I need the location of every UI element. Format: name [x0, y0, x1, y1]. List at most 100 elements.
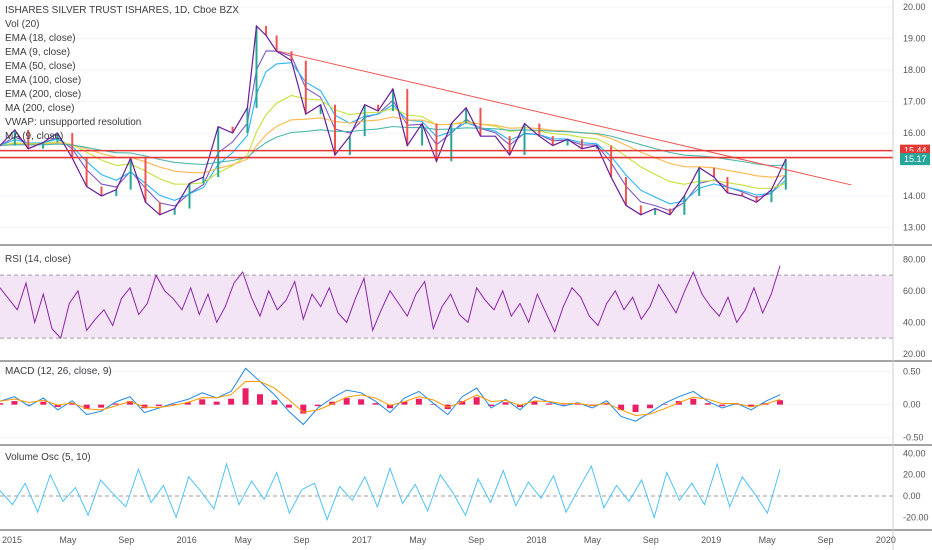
x-axis-tick: Sep: [468, 535, 484, 545]
macd-bar: [170, 404, 177, 405]
x-axis-tick: Sep: [817, 535, 833, 545]
x-axis-tick: 2016: [177, 535, 197, 545]
macd-bar: [40, 401, 47, 405]
rsi-title: RSI (14, close): [5, 254, 71, 265]
macd-bar: [733, 404, 740, 405]
volume-osc-y-tick: 40.00: [903, 448, 926, 458]
legend-entry: MA (9, close): [5, 131, 63, 142]
trendline: [278, 50, 852, 186]
legend-entry: EMA (100, close): [5, 75, 81, 86]
x-axis: 2015 May Sep 2016 May Sep 2017 May Sep 2018 May Sep…: [2, 535, 896, 545]
x-axis-tick: Sep: [118, 535, 134, 545]
legend-entry: EMA (200, close): [5, 89, 81, 100]
macd-bar: [300, 404, 307, 414]
rsi-band: [0, 274, 893, 339]
macd-bar: [574, 403, 581, 405]
x-axis-tick: May: [759, 535, 777, 545]
price-tag-bg: [900, 153, 930, 166]
macd-bar: [358, 399, 365, 405]
macd-bar: [502, 402, 509, 405]
macd-bar: [0, 403, 3, 405]
macd-bar: [257, 394, 263, 405]
macd-bar: [228, 398, 235, 405]
price-tag: 15.17: [904, 154, 927, 164]
price-panel-bg: [0, 0, 893, 244]
macd-title: MACD (12, 26, close, 9): [5, 366, 112, 377]
rsi-band-fill: [0, 275, 893, 339]
macd-bar: [545, 403, 552, 405]
macd-y-tick: -0.50: [903, 433, 924, 443]
macd-bar: [54, 404, 61, 408]
macd-bar: [704, 403, 711, 405]
macd-bar: [112, 403, 119, 405]
macd-bar: [473, 397, 480, 405]
macd-bar: [632, 404, 639, 413]
volume-osc-title: Volume Osc (5, 10): [5, 452, 91, 463]
macd-y-tick: 0.00: [903, 400, 921, 410]
macd-bar: [329, 401, 336, 405]
macd-series: [0, 367, 781, 426]
price-y-tick: 18.00: [903, 65, 926, 75]
x-axis-tick: 2020: [876, 535, 896, 545]
price-legend: ISHARES SILVER TRUST ISHARES, 1D, Cboe B…: [5, 5, 239, 142]
price-y-tick: 20.00: [903, 2, 926, 12]
macd-bar: [127, 401, 133, 405]
rsi-y-tick: 60.00: [903, 286, 926, 296]
chart-title: ISHARES SILVER TRUST ISHARES, 1D, Cboe B…: [5, 5, 239, 16]
macd-bar: [531, 401, 538, 405]
macd-bar: [748, 404, 755, 408]
macd-bar: [11, 401, 18, 405]
macd-bar: [560, 404, 567, 406]
legend-entry: MA (200, close): [5, 103, 74, 114]
macd-bar: [155, 404, 162, 407]
macd-bar: [387, 404, 393, 409]
price-y-tick: 13.00: [903, 222, 926, 232]
macd-bar: [343, 398, 350, 405]
rsi-line: [0, 265, 781, 340]
ema-18-line: [0, 62, 787, 205]
price-y-tick: 16.00: [903, 128, 926, 138]
rsi-panel: 80.00 60.00 40.00 20.00 RSI (14, close): [0, 254, 926, 359]
volume-osc-series: [0, 462, 781, 522]
macd-bar: [271, 400, 278, 405]
macd-bar: [401, 401, 408, 405]
macd-bar: [242, 388, 249, 405]
volume-osc-panel: 40.00 20.00 0.00 -20.00 Volume Osc (5, 10): [0, 448, 929, 522]
macd-bar: [69, 402, 76, 405]
macd-bar: [661, 404, 668, 405]
macd-bar: [199, 399, 206, 405]
rsi-y-tick: 80.00: [903, 254, 926, 264]
volume-osc-line: [0, 462, 781, 522]
macd-bar: [430, 404, 437, 405]
macd-bar: [618, 404, 625, 411]
macd-y-ticks: 0.50 0.00 -0.50: [903, 367, 924, 443]
price-tag: 15.44: [904, 146, 927, 156]
macd-panel: 0.50 0.00 -0.50 MACD (12, 26, close, 9): [0, 366, 924, 443]
price-y-ticks: 20.00 19.00 18.00 17.00 16.00 14.00 13.00: [903, 2, 926, 232]
x-axis-tick: Sep: [643, 535, 659, 545]
macd-bar: [285, 404, 292, 408]
macd-bar: [488, 404, 495, 407]
price-y-tick: 17.00: [903, 97, 926, 107]
rsi-y-tick: 20.00: [903, 349, 926, 359]
macd-bar: [777, 400, 783, 405]
price-lines: [0, 24, 893, 216]
macd-bar: [184, 402, 191, 405]
x-axis-tick: May: [235, 535, 253, 545]
rsi-y-ticks: 80.00 60.00 40.00 20.00: [903, 254, 926, 358]
volume-osc-y-ticks: 40.00 20.00 0.00 -20.00: [903, 448, 929, 522]
x-axis-tick: May: [584, 535, 602, 545]
macd-y-tick: 0.50: [903, 367, 921, 377]
volume-osc-y-tick: -20.00: [903, 512, 929, 522]
x-axis-tick: 2015: [2, 535, 22, 545]
macd-bar: [314, 404, 321, 407]
legend-entry: EMA (50, close): [5, 61, 76, 72]
price-grid: [0, 6, 893, 228]
macd-bar: [213, 401, 220, 405]
macd-signal: [0, 381, 781, 417]
macd-bar: [415, 398, 422, 405]
rsi-y-tick: 40.00: [903, 317, 926, 327]
macd-bar: [647, 404, 653, 409]
